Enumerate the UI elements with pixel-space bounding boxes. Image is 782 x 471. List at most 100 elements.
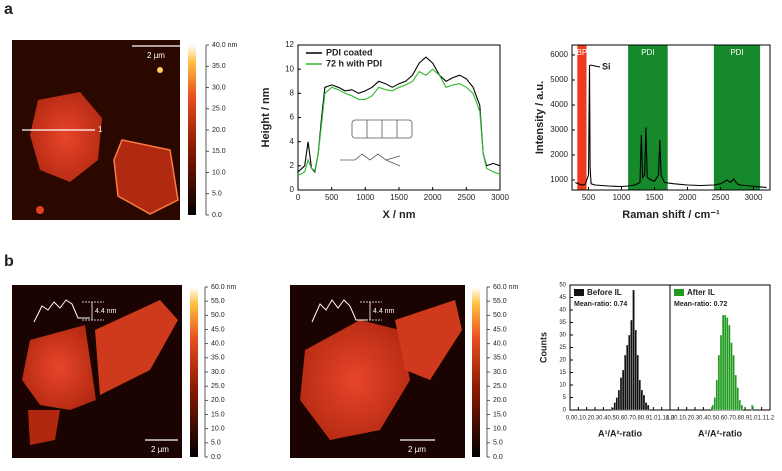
annotation: Mean-ratio: 0.74 bbox=[574, 301, 627, 308]
x-tick-label: 2000 bbox=[679, 193, 697, 202]
hist-bar bbox=[736, 387, 739, 411]
x-tick-label: 2500 bbox=[712, 193, 730, 202]
x-tick-label: 0.5 bbox=[707, 416, 716, 422]
x-tick-label: 1.2 bbox=[766, 416, 775, 422]
line-label: 1 bbox=[98, 125, 103, 134]
colorbar-label: 5.0 bbox=[493, 440, 503, 447]
hist-bar bbox=[734, 374, 737, 411]
y-tick-label: 10 bbox=[285, 64, 294, 73]
scale-bar-label: 2 µm bbox=[147, 51, 165, 60]
afm-image bbox=[12, 285, 206, 458]
hist-bar bbox=[611, 407, 614, 411]
y-tick-label: 5000 bbox=[550, 75, 568, 84]
colorbar-label: 0.0 bbox=[212, 212, 222, 219]
colorbar-label: 50.0 bbox=[211, 312, 225, 319]
colorbar-label: 10.0 bbox=[212, 169, 226, 176]
step-height-label: 4.4 nm bbox=[95, 308, 117, 315]
annotation: Si bbox=[602, 61, 611, 71]
hist-bar bbox=[626, 344, 629, 411]
panel-label: b bbox=[4, 253, 14, 270]
x-tick-label: 0.3 bbox=[591, 416, 600, 422]
y-tick-label: 3000 bbox=[550, 125, 568, 134]
hist-bar bbox=[732, 354, 735, 411]
y-tick-label: 35 bbox=[559, 320, 566, 326]
data-line bbox=[297, 68, 501, 176]
x-tick-label: 0.9 bbox=[741, 416, 750, 422]
hist-bar bbox=[726, 317, 729, 411]
y-axis-label: Height / nm bbox=[260, 87, 272, 147]
y-tick-label: 6000 bbox=[550, 50, 568, 59]
x-axis-label: Raman shift / cm⁻¹ bbox=[622, 209, 720, 221]
colorbar-label: 15.0 bbox=[211, 411, 225, 418]
x-tick-label: 0.7 bbox=[724, 416, 733, 422]
legend-label: After IL bbox=[687, 288, 715, 297]
y-tick-label: 0 bbox=[563, 408, 567, 414]
colorbar-label: 35.0 bbox=[212, 63, 226, 70]
colorbar-label: 30.0 bbox=[212, 84, 226, 91]
x-axis-label: A¹/A²-ratio bbox=[598, 428, 642, 438]
x-tick-label: 0.4 bbox=[699, 416, 708, 422]
y-tick-label: 2000 bbox=[550, 150, 568, 159]
x-tick-label: 500 bbox=[325, 193, 339, 202]
region bbox=[628, 45, 668, 190]
colorbar-label: 5.0 bbox=[212, 191, 222, 198]
x-tick-label: 0.0 bbox=[666, 416, 675, 422]
x-tick-label: 0.1 bbox=[574, 416, 583, 422]
hist-bar bbox=[613, 402, 616, 411]
x-tick-label: 1.1 bbox=[757, 416, 766, 422]
y-tick-label: 50 bbox=[559, 283, 566, 289]
panel-label: a bbox=[4, 1, 13, 18]
y-tick-label: 4000 bbox=[550, 100, 568, 109]
hist-bar bbox=[751, 404, 754, 411]
hist-bar bbox=[621, 369, 625, 411]
hist-bar bbox=[634, 329, 637, 411]
hist-bar bbox=[711, 404, 714, 411]
hist-bar bbox=[615, 397, 619, 411]
x-axis-label: X / nm bbox=[382, 209, 415, 221]
x-tick-label: 0.4 bbox=[599, 416, 608, 422]
step-height-label: 4.4 nm bbox=[373, 308, 395, 315]
x-tick-label: 0 bbox=[296, 193, 301, 202]
colorbar-label: 35.0 bbox=[211, 355, 225, 362]
region bbox=[713, 45, 761, 190]
x-tick-label: 1.0 bbox=[649, 416, 658, 422]
scale-bar-label: 2 µm bbox=[408, 445, 426, 454]
y-tick-label: 40 bbox=[559, 308, 566, 314]
colorbar-label: 55.0 bbox=[493, 298, 507, 305]
hist-bar bbox=[636, 354, 639, 411]
legend-label: Before IL bbox=[587, 288, 622, 297]
x-tick-label: 1000 bbox=[613, 193, 631, 202]
hist-bar bbox=[640, 389, 644, 411]
hist-bar bbox=[719, 334, 723, 411]
colorbar-label: 45.0 bbox=[211, 326, 225, 333]
data-line bbox=[575, 64, 767, 189]
y-tick-label: 20 bbox=[559, 358, 566, 364]
x-tick-label: 0.7 bbox=[624, 416, 633, 422]
hist-bar bbox=[619, 377, 623, 411]
colorbar-label: 40.0 bbox=[211, 341, 225, 348]
annotation: Mean-ratio: 0.72 bbox=[674, 301, 727, 308]
x-tick-label: 0.8 bbox=[732, 416, 741, 422]
x-tick-label: 1000 bbox=[356, 193, 374, 202]
molecule-inset bbox=[340, 119, 413, 167]
afm-image bbox=[290, 285, 488, 458]
hist-bar bbox=[738, 399, 741, 411]
y-tick-label: 15 bbox=[559, 370, 566, 376]
colorbar-label: 5.0 bbox=[211, 440, 221, 447]
colorbar-label: 15.0 bbox=[493, 411, 507, 418]
region-label: PDI bbox=[730, 48, 743, 57]
colorbar-label: 40.0 nm bbox=[212, 42, 237, 49]
legend-swatch bbox=[574, 289, 584, 296]
x-tick-label: 500 bbox=[582, 193, 596, 202]
y-tick-label: 5 bbox=[563, 395, 567, 401]
x-tick-label: 1500 bbox=[390, 193, 408, 202]
y-tick-label: 4 bbox=[290, 137, 295, 146]
y-tick-label: 0 bbox=[290, 185, 295, 194]
x-tick-label: 0.8 bbox=[632, 416, 641, 422]
colorbar-label: 50.0 bbox=[493, 312, 507, 319]
region-label: PDI bbox=[641, 48, 654, 57]
y-tick-label: 1000 bbox=[550, 175, 568, 184]
x-tick-label: 0.5 bbox=[607, 416, 616, 422]
x-tick-label: 0.1 bbox=[674, 416, 683, 422]
colorbar-label: 20.0 bbox=[493, 397, 507, 404]
